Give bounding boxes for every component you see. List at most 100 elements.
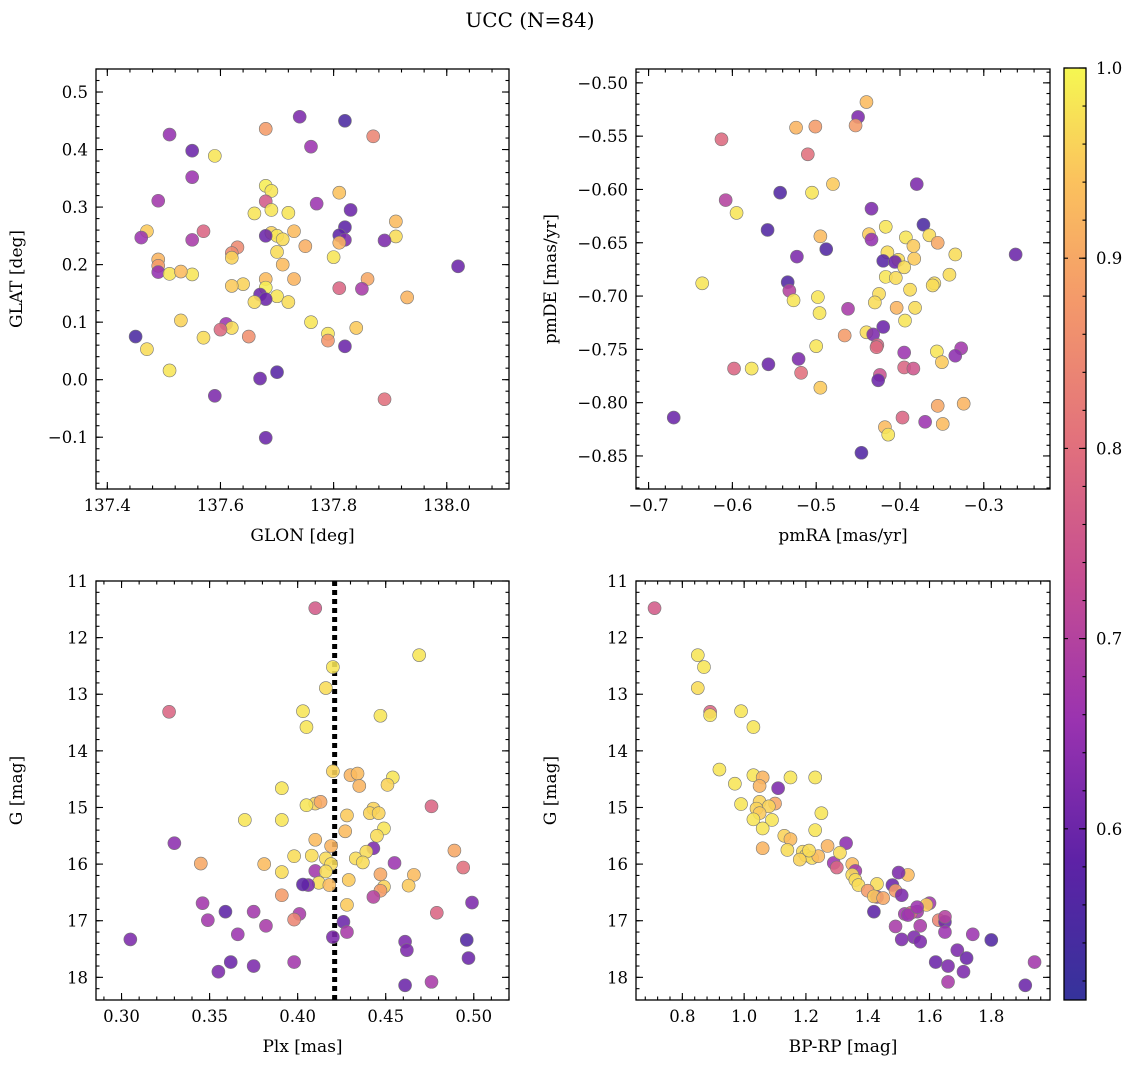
scatter-point bbox=[356, 855, 370, 870]
scatter-point bbox=[712, 762, 727, 777]
scatter-point bbox=[808, 770, 822, 785]
panel-plx-g: 0.30 0.35 0.40 0.45 0.50 11 12 13 14 15 16 17 18 Plx … bbox=[7, 572, 510, 1057]
scatter-point bbox=[878, 219, 893, 234]
scatter-point bbox=[898, 313, 912, 328]
scatter-point bbox=[802, 843, 816, 858]
scatter-point bbox=[918, 415, 932, 429]
scatter-point bbox=[903, 282, 917, 297]
scatter-point bbox=[786, 293, 801, 308]
scatter-point bbox=[258, 292, 273, 306]
y-tick-label: −0.1 bbox=[48, 428, 88, 447]
scatter-point bbox=[196, 330, 211, 345]
scatter-point bbox=[424, 799, 439, 814]
scatter-point bbox=[326, 660, 340, 674]
colorbar-tick-label: 0.6 bbox=[1096, 820, 1122, 839]
scatter-point bbox=[837, 328, 852, 343]
scatter-point bbox=[185, 267, 199, 282]
scatter-point bbox=[287, 849, 301, 863]
colorbar-tick-label: 1.0 bbox=[1096, 59, 1122, 78]
panel-glon-glat: 137.4 137.6 137.8 138.0 −0.1 0.0 0.1 0.2 0.3 0.4 0… bbox=[7, 68, 510, 546]
scatter-point bbox=[941, 959, 955, 973]
scatter-point bbox=[322, 878, 337, 892]
scatter-point bbox=[956, 396, 971, 411]
x-tick-label: 0.35 bbox=[191, 1007, 228, 1026]
scatter-point bbox=[811, 290, 825, 304]
scatter-points bbox=[666, 95, 1023, 460]
scatter-point bbox=[287, 224, 301, 239]
scatter-point bbox=[211, 964, 226, 979]
scatter-point bbox=[196, 224, 211, 239]
x-tick-label: −0.7 bbox=[629, 496, 669, 515]
scatter-point bbox=[819, 242, 834, 256]
scatter-point bbox=[930, 399, 945, 413]
scatter-point bbox=[319, 864, 333, 879]
scatter-point bbox=[366, 890, 381, 904]
scatter-point bbox=[123, 932, 138, 947]
y-tick-label: −0.60 bbox=[577, 180, 628, 199]
scatter-point bbox=[162, 363, 177, 378]
scatter-point bbox=[465, 895, 479, 910]
scatter-point bbox=[755, 841, 770, 856]
x-tick-label: 0.50 bbox=[455, 1007, 492, 1026]
scatter-point bbox=[224, 279, 239, 293]
scatter-point bbox=[350, 766, 365, 781]
y-tick-label: 14 bbox=[67, 742, 88, 761]
scatter-point bbox=[907, 251, 922, 266]
scatter-point bbox=[373, 708, 388, 723]
scatter-point bbox=[965, 927, 980, 942]
scatter-point bbox=[213, 322, 228, 337]
scatter-point bbox=[916, 217, 931, 232]
scatter-point bbox=[876, 891, 890, 905]
scatter-point bbox=[984, 933, 999, 947]
scatter-point bbox=[868, 295, 882, 310]
scatter-point bbox=[906, 239, 921, 253]
y-tick-label: 12 bbox=[607, 629, 628, 648]
scatter-point bbox=[246, 904, 261, 919]
scatter-point bbox=[888, 271, 903, 285]
scatter-point bbox=[734, 704, 748, 719]
scatter-points bbox=[123, 581, 479, 1000]
scatter-point bbox=[281, 206, 296, 220]
scatter-point bbox=[332, 185, 347, 200]
scatter-point bbox=[275, 865, 289, 879]
scatter-point bbox=[746, 812, 761, 827]
scatter-point bbox=[370, 828, 384, 843]
x-tick-label: −0.4 bbox=[880, 496, 920, 515]
scatter-point bbox=[296, 877, 310, 892]
scatter-point bbox=[813, 380, 828, 395]
scatter-point bbox=[801, 147, 815, 162]
y-tick-label: 16 bbox=[67, 855, 88, 874]
scatter-point bbox=[377, 392, 392, 407]
scatter-point bbox=[247, 206, 262, 221]
scatter-point bbox=[338, 339, 352, 354]
x-tick-label: 0.40 bbox=[279, 1007, 316, 1026]
scatter-point bbox=[734, 797, 748, 811]
scatter-point bbox=[783, 770, 798, 785]
scatter-point bbox=[338, 824, 353, 839]
scatter-point bbox=[377, 233, 392, 248]
scatter-point bbox=[193, 856, 208, 871]
scatter-point bbox=[925, 278, 940, 293]
scatter-point bbox=[871, 373, 885, 388]
colorbar-tick-label: 0.7 bbox=[1096, 630, 1122, 649]
y-tick-label: 13 bbox=[67, 685, 88, 704]
scatter-point bbox=[246, 959, 261, 973]
y-axis-label: G [mag] bbox=[7, 756, 27, 825]
scatter-point bbox=[950, 943, 965, 957]
scatter-point bbox=[908, 300, 922, 315]
scatter-point bbox=[401, 878, 416, 893]
y-tick-label: 0.3 bbox=[62, 198, 88, 217]
scatter-point bbox=[746, 720, 761, 734]
scatter-point bbox=[808, 823, 822, 837]
panel-pmra-pmde: −0.7 −0.6 −0.5 −0.4 −0.3 −0.85 −0.80 −0.75 −0.70… bbox=[541, 68, 1051, 546]
x-tick-label: 138.0 bbox=[423, 496, 470, 515]
x-axis-label: pmRA [mas/yr] bbox=[778, 526, 907, 546]
scatter-point bbox=[789, 120, 803, 135]
scatter-point bbox=[451, 259, 465, 274]
scatter-point bbox=[174, 313, 188, 328]
scatter-point bbox=[791, 352, 806, 366]
scatter-point bbox=[941, 975, 955, 989]
scatter-point bbox=[349, 321, 364, 335]
scatter-point bbox=[1018, 978, 1033, 993]
